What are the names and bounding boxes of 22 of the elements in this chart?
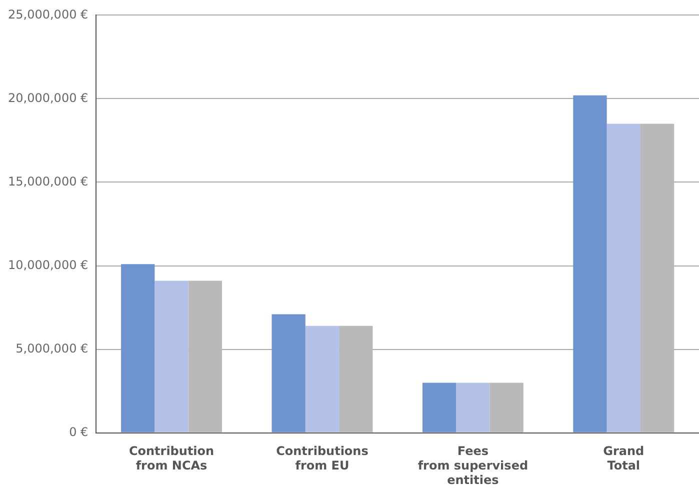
- bar: [272, 314, 306, 432]
- bar: [339, 326, 373, 432]
- y-tick-label: 15,000,000 €: [8, 174, 88, 188]
- bar: [188, 280, 222, 432]
- y-tick-label: 20,000,000 €: [8, 90, 88, 105]
- bar: [606, 124, 640, 432]
- y-tick-label: 5,000,000 €: [16, 341, 88, 356]
- bar: [573, 95, 607, 432]
- bar: [305, 326, 340, 432]
- x-tick-label: Contribution from NCAs: [128, 444, 214, 473]
- bar: [121, 264, 155, 432]
- bar: [490, 382, 524, 432]
- x-tick-label: Contributions from EU: [276, 444, 368, 473]
- bar: [640, 124, 674, 432]
- y-tick-label: 25,000,000 €: [8, 7, 88, 22]
- x-tick-label: Grand Total: [603, 444, 644, 473]
- y-tick-label: 0 €: [69, 424, 88, 439]
- bar: [154, 280, 188, 432]
- bar: [422, 382, 456, 432]
- y-tick-label: 10,000,000 €: [8, 258, 88, 272]
- bar: [456, 382, 490, 432]
- x-tick-label: Fees from supervised entities: [418, 444, 528, 487]
